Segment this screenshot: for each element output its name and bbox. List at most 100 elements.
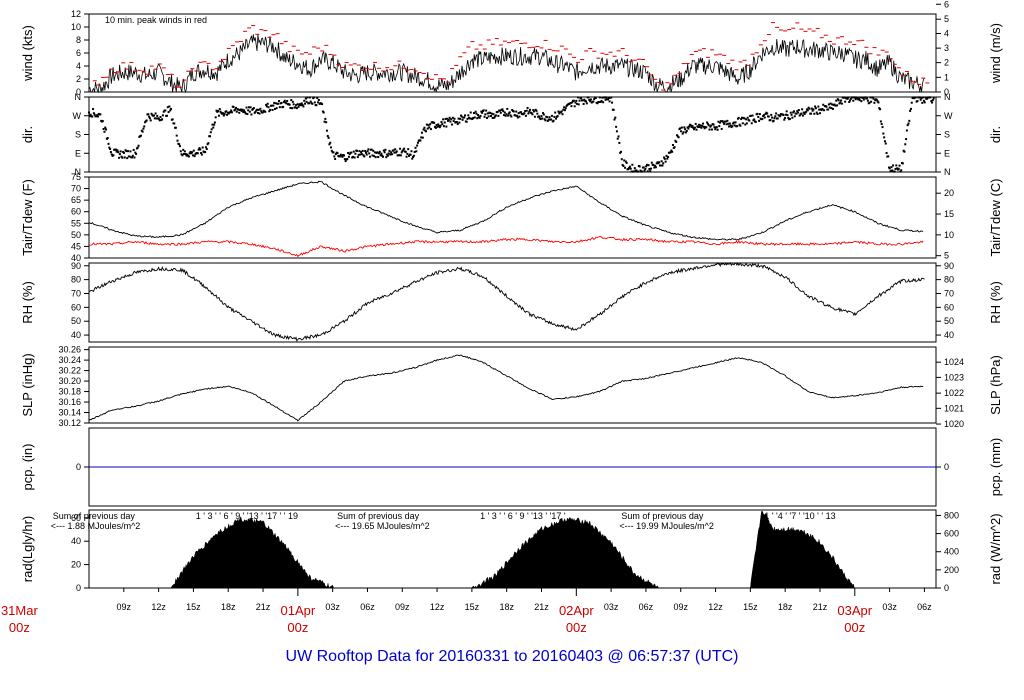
wind-dir-point [210, 128, 213, 131]
wind-dir-point [485, 109, 488, 112]
wind-dir-point [921, 101, 924, 104]
wind-dir-point [360, 153, 363, 156]
wind-dir-point [472, 112, 475, 115]
wind-dir-point [866, 97, 869, 100]
wind-dir-point [387, 152, 390, 155]
wind-dir-point [362, 154, 365, 157]
wind-dir-point [516, 114, 519, 117]
wind-dir-point [463, 116, 466, 119]
wind-dir-point [234, 108, 237, 111]
wind-dir-point [767, 115, 770, 118]
left-tick-label: 30.16 [58, 397, 81, 407]
wind-dir-point [121, 156, 124, 159]
wind-dir-point [326, 135, 329, 138]
right-tick-label: 80 [944, 275, 954, 285]
wind-dir-point [906, 124, 909, 127]
wind-dir-point [296, 103, 299, 106]
wind-dir-point [831, 103, 834, 106]
wind-dir-point [429, 128, 432, 131]
wind-dir-point [707, 124, 710, 127]
panel-frame [88, 262, 937, 343]
wind-dir-point [212, 126, 215, 129]
wind-dir-point [673, 146, 676, 149]
time-tick-label: 21z [534, 602, 549, 612]
wind-dir-point [92, 112, 95, 115]
wind-dir-point [593, 98, 596, 101]
wind-dir-point [604, 98, 607, 101]
left-tick-label: N [75, 92, 82, 102]
wind-dir-point [552, 119, 555, 122]
left-tick-label: 60 [71, 207, 81, 217]
wind-dir-point [629, 167, 632, 170]
wind-dir-point [797, 111, 800, 114]
wind-dir-point [619, 150, 622, 153]
right-tick-label: 70 [944, 288, 954, 298]
right-axis-label: SLP (hPa) [988, 355, 1003, 415]
wind-dir-point [827, 108, 830, 111]
wind-dir-point [622, 164, 625, 167]
wind-dir-point [614, 116, 617, 119]
wind-dir-point [530, 112, 533, 115]
wind-dir-point [814, 107, 817, 110]
wind-dir-point [709, 125, 712, 128]
wind-dir-point [670, 149, 673, 152]
wind-dir-point [866, 99, 869, 102]
wind-dir-point [302, 105, 305, 108]
wind-dir-point [256, 108, 259, 111]
wind-dir-point [271, 108, 274, 111]
wind-dir-point [384, 148, 387, 151]
wind-dir-point [270, 104, 273, 107]
wind-dir-point [286, 99, 289, 102]
wind-dir-point [273, 107, 276, 110]
wind-dir-point [836, 104, 839, 107]
wind-dir-point [574, 101, 577, 104]
wind-dir-point [596, 102, 599, 105]
wind-dir-point [831, 107, 834, 110]
left-tick-label: 8 [76, 35, 81, 45]
wind-dir-point [644, 167, 647, 170]
wind-dir-point [370, 148, 373, 151]
wind-dir-point [344, 160, 347, 163]
wind-dir-point [125, 150, 128, 153]
wind-dir-point [374, 156, 377, 159]
wind-dir-point [390, 151, 393, 154]
wind-dir-point [728, 125, 731, 128]
wind-dir-point [170, 107, 173, 110]
wind-dir-point [285, 102, 288, 105]
wind-dir-point [414, 146, 417, 149]
wind-dir-point [575, 99, 578, 102]
wind-dir-point [918, 96, 921, 99]
time-tick-label: 03z [882, 602, 897, 612]
wind-dir-point [650, 161, 653, 164]
wind-dir-point [922, 99, 925, 102]
wind-dir-point [169, 109, 172, 112]
wind-dir-point [119, 150, 122, 153]
wind-dir-point [222, 112, 225, 115]
wind-dir-point [712, 123, 715, 126]
wind-dir-point [178, 145, 181, 148]
wind-dir-point [168, 105, 171, 108]
wind-dir-point [484, 113, 487, 116]
wind-dir-point [848, 100, 851, 103]
right-tick-label: 6 [944, 0, 949, 9]
wind-dir-point [395, 151, 398, 154]
wind-dir-point [126, 150, 129, 153]
wind-dir-point [360, 151, 363, 154]
left-tick-label: 90 [71, 261, 81, 271]
time-tick-label: 03z [325, 602, 340, 612]
wind-dir-point [278, 106, 281, 109]
right-tick-label: 1021 [944, 403, 964, 413]
wind-dir-point [818, 112, 821, 115]
rad-annotation-line1: Sum of previous day [53, 511, 136, 521]
wind-dir-point [132, 148, 135, 151]
wind-dir-point [901, 162, 904, 165]
wind-dir-point [292, 103, 295, 106]
wind-dir-point [803, 112, 806, 115]
wind-dir-point [624, 160, 627, 163]
right-tick-label: 0 [944, 87, 949, 97]
wind-dir-point [810, 112, 813, 115]
right-tick-label: 1024 [944, 357, 964, 367]
wind-dir-point [526, 106, 529, 109]
wind-dir-point [373, 151, 376, 154]
wind-dir-point [225, 110, 228, 113]
